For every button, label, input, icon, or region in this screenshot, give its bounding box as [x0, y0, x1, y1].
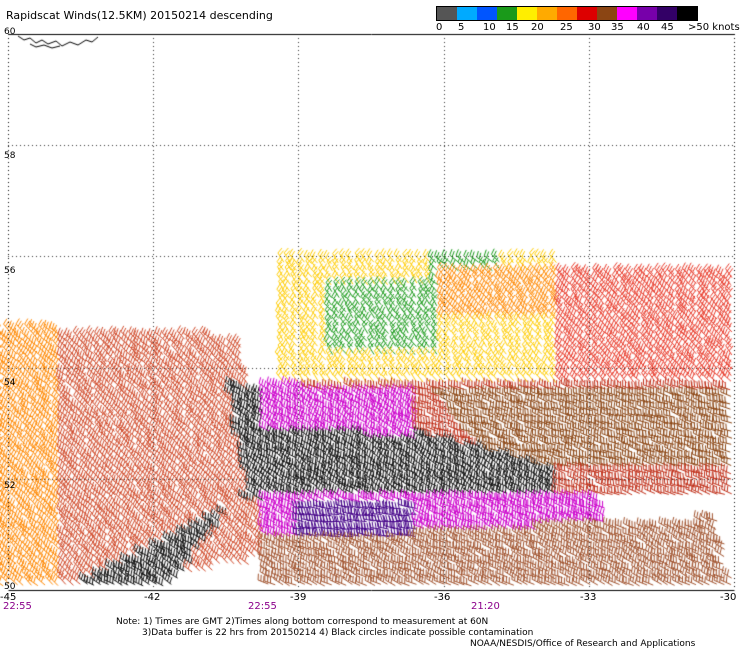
note-line-3: NOAA/NESDIS/Office of Research and Appli…: [470, 639, 696, 649]
legend-swatch-3: [497, 7, 517, 20]
legend-swatch-2: [477, 7, 497, 20]
legend-swatch-9: [617, 7, 637, 20]
legend-swatch-8: [597, 7, 617, 20]
legend-swatch-7: [577, 7, 597, 20]
lon-label-45: -45: [0, 592, 17, 603]
lon-label-33: -33: [580, 592, 597, 603]
legend-swatch-4: [517, 7, 537, 20]
legend-swatch-12: [677, 7, 697, 20]
lat-label-54: 54: [4, 378, 16, 388]
lon-label-30: -30: [720, 592, 737, 603]
note-line-2: 3)Data buffer is 22 hrs from 20150214 4)…: [142, 628, 534, 638]
legend-swatch-11: [657, 7, 677, 20]
legend-label-2: 10: [483, 22, 496, 33]
lat-label-50: 50: [4, 582, 16, 592]
lon-label-39: -39: [290, 592, 307, 603]
lon-label-36: -36: [434, 592, 451, 603]
legend-label-1: 5: [458, 22, 465, 33]
legend-swatch-0: [437, 7, 457, 20]
note-line-1: Note: 1) Times are GMT 2)Times along bot…: [116, 617, 489, 627]
lon-label-42: -42: [144, 592, 161, 603]
lat-label-56: 56: [4, 266, 16, 276]
legend-swatch-1: [457, 7, 477, 20]
time-label-west: 22:55: [3, 601, 32, 612]
legend-label-9: 45: [661, 22, 674, 33]
time-label-mid: 22:55: [248, 601, 277, 612]
legend-label-0: 0: [436, 22, 443, 33]
legend-label-3: 15: [506, 22, 519, 33]
legend-swatch-6: [557, 7, 577, 20]
chart-title: Rapidscat Winds(12.5KM) 20150214 descend…: [6, 9, 273, 22]
legend-label-6: 30: [588, 22, 601, 33]
lat-label-60: 60: [4, 27, 16, 37]
legend-label-7: 35: [611, 22, 624, 33]
lat-label-52: 52: [4, 481, 16, 491]
wind-speed-legend-bar: [436, 6, 698, 21]
legend-label-8: 40: [637, 22, 650, 33]
legend-label-10: >50 knots: [688, 22, 740, 33]
time-label-east: 21:20: [471, 601, 500, 612]
legend-swatch-10: [637, 7, 657, 20]
lat-label-58: 58: [4, 151, 16, 161]
legend-label-5: 25: [560, 22, 573, 33]
legend-label-4: 20: [531, 22, 544, 33]
legend-swatch-5: [537, 7, 557, 20]
